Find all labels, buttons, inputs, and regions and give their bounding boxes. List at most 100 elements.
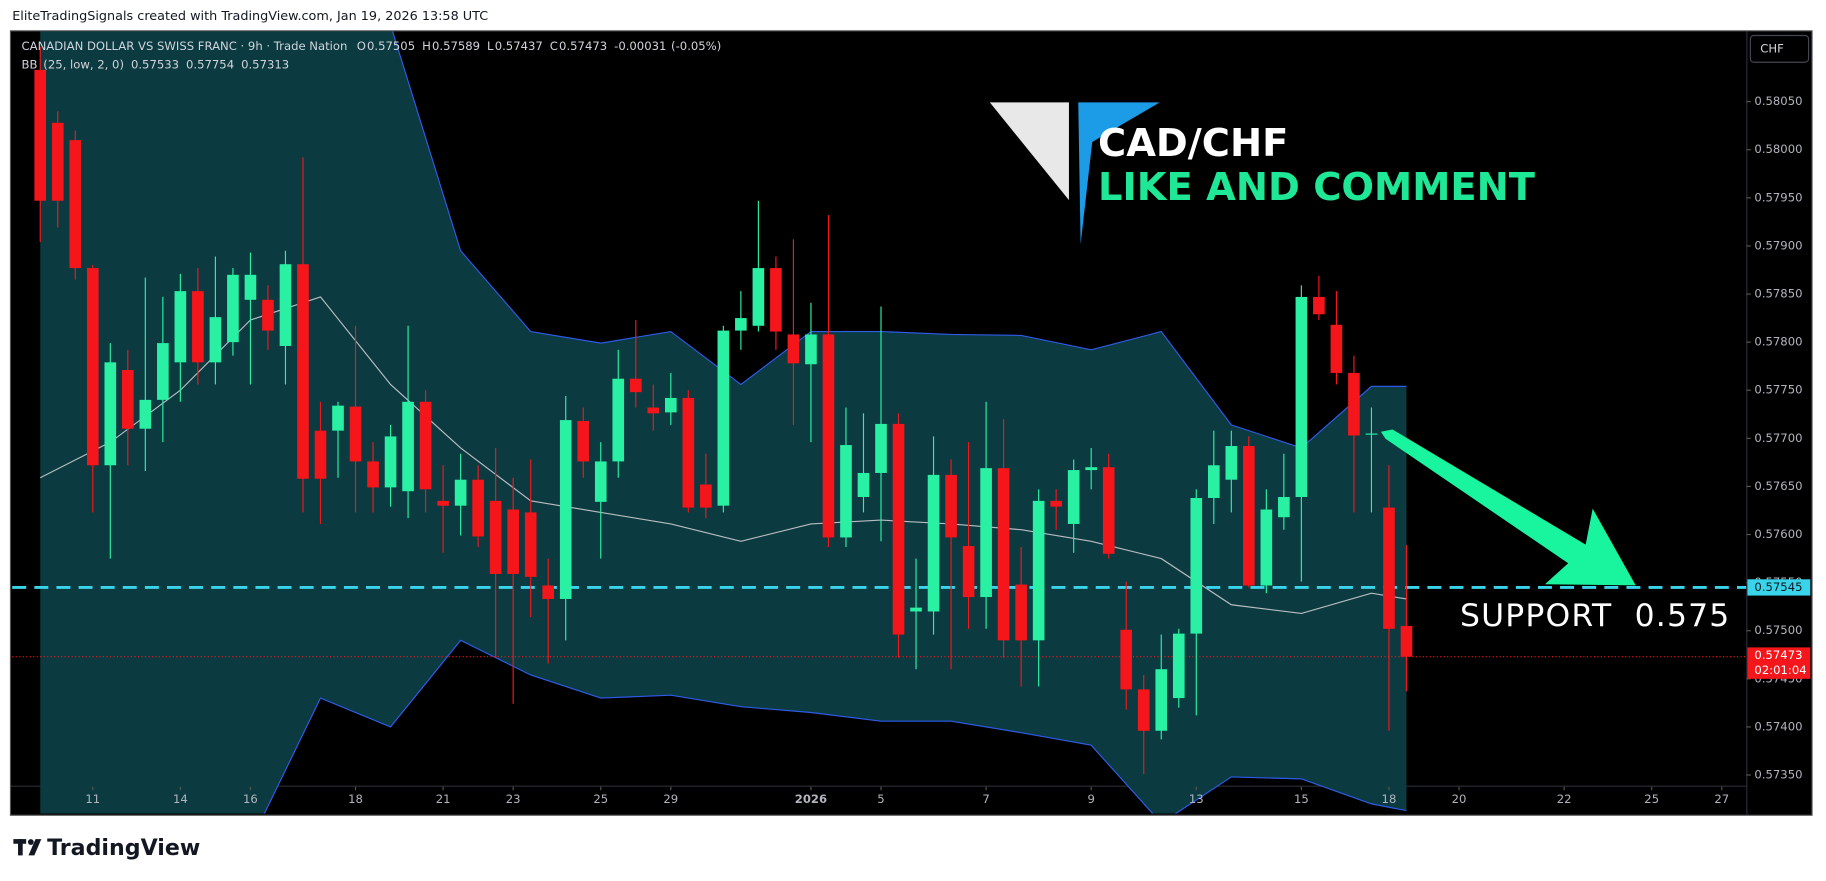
y-tick-label: 0.58000: [1754, 142, 1802, 156]
candle-body: [86, 268, 99, 466]
candle-body: [1348, 372, 1360, 436]
pair-label: CAD/CHF: [1098, 121, 1288, 166]
candle-body: [34, 69, 47, 201]
candle-body: [1032, 500, 1045, 641]
candle-body: [805, 334, 817, 365]
x-tick-label: 27: [1714, 792, 1729, 806]
candle-body: [1015, 584, 1027, 641]
currency-button[interactable]: [1749, 34, 1810, 63]
candle-body: [629, 378, 642, 393]
x-tick-label: 7: [982, 792, 989, 806]
x-tick-label: 11: [85, 792, 100, 806]
candle-body: [1102, 467, 1115, 554]
footer-logo-mark: [13, 839, 42, 856]
candle-body: [647, 407, 660, 414]
candle-body: [332, 405, 344, 431]
candle-body: [997, 468, 1010, 641]
support-label: SUPPORT 0.575: [1460, 598, 1730, 634]
x-tick-label: 25: [593, 792, 608, 806]
candle-body: [664, 397, 677, 413]
legend-item: 0.57754: [186, 58, 234, 72]
candle-body: [840, 445, 852, 538]
candle-body: [1278, 497, 1290, 518]
candle-body: [770, 268, 782, 332]
y-tick-label: 0.57400: [1754, 719, 1802, 733]
candle-body: [1085, 467, 1098, 471]
candle-body: [945, 474, 957, 538]
candle-body: [174, 291, 187, 363]
support-tag-label: 0.57545: [1754, 580, 1802, 594]
x-tick-label: 25: [1644, 792, 1659, 806]
candle-body: [227, 274, 239, 343]
candle-body: [524, 512, 537, 577]
candle-body: [437, 500, 449, 506]
candle-body: [1383, 507, 1395, 629]
candle-body: [209, 317, 222, 363]
candle-body: [69, 140, 82, 269]
legend-item: (25, low, 2, 0): [43, 58, 124, 72]
candle-body: [682, 397, 695, 508]
legend-item: 0.57313: [241, 58, 289, 72]
candle-body: [700, 484, 712, 508]
candle-body: [122, 370, 134, 429]
candle-body: [454, 479, 467, 506]
legend-item: 0.57505: [367, 39, 415, 53]
plot-area: [12, 31, 1747, 814]
last-price-label: 0.57473: [1754, 648, 1802, 662]
legend-item: 0.57473: [559, 39, 607, 53]
logo-right: [1078, 102, 1160, 245]
candle-body: [577, 421, 590, 462]
candle-body: [157, 343, 169, 400]
candle-body: [104, 362, 117, 466]
candle-body: [857, 472, 870, 498]
candle-body: [1313, 296, 1325, 315]
candle-body: [1120, 629, 1133, 690]
candle-body: [752, 268, 765, 326]
candle-body: [1190, 497, 1203, 634]
candle-body: [875, 423, 887, 473]
candle-body: [367, 461, 379, 488]
band-basis: [39, 296, 1407, 615]
legend-item: H: [422, 39, 431, 53]
legend-item: BB: [22, 58, 38, 72]
candle-body: [244, 274, 257, 300]
x-tick-label: 9: [1087, 792, 1094, 806]
candle-body: [489, 500, 502, 574]
y-tick-label: 0.57500: [1754, 623, 1802, 637]
y-tick-label: 0.58050: [1754, 94, 1802, 108]
x-tick-label: 13: [1189, 792, 1204, 806]
candle-body: [787, 334, 800, 364]
x-tick-label: 14: [173, 792, 188, 806]
candle-body: [892, 423, 905, 635]
candle-body: [1260, 509, 1273, 586]
candle-body: [1067, 470, 1080, 524]
currency-label: CHF: [1760, 41, 1784, 55]
y-tick-label: 0.57600: [1754, 527, 1802, 541]
legend-item: C: [550, 39, 558, 53]
candle-body: [822, 334, 835, 538]
candle-body: [384, 436, 397, 488]
candle-body: [594, 461, 607, 502]
header: EliteTradingSignals created with Trading…: [12, 9, 488, 24]
legend-item: CANADIAN DOLLAR VS SWISS FRANC · 9h · Tr…: [22, 39, 348, 53]
y-tick-label: 0.57750: [1754, 383, 1802, 397]
x-tick-label: 2026: [795, 792, 827, 806]
candle-body: [1243, 446, 1255, 586]
candle-body: [735, 318, 747, 331]
legend-item: -0.00031: [614, 39, 666, 53]
candle-body: [297, 264, 309, 479]
candle-body: [612, 378, 625, 462]
support-tag: [1747, 579, 1811, 596]
y-tick-label: 0.57900: [1754, 238, 1802, 252]
footer-logo: TradingView: [47, 835, 200, 861]
y-tick-label: 0.57350: [1754, 768, 1802, 782]
candle-body: [1050, 500, 1062, 507]
candle-body: [1137, 689, 1150, 731]
arrow: [1380, 429, 1636, 586]
candle-body: [402, 401, 414, 492]
legend-item: 0.57589: [432, 39, 480, 53]
candle-body: [349, 406, 362, 462]
cta-label: LIKE AND COMMENT: [1098, 165, 1535, 210]
